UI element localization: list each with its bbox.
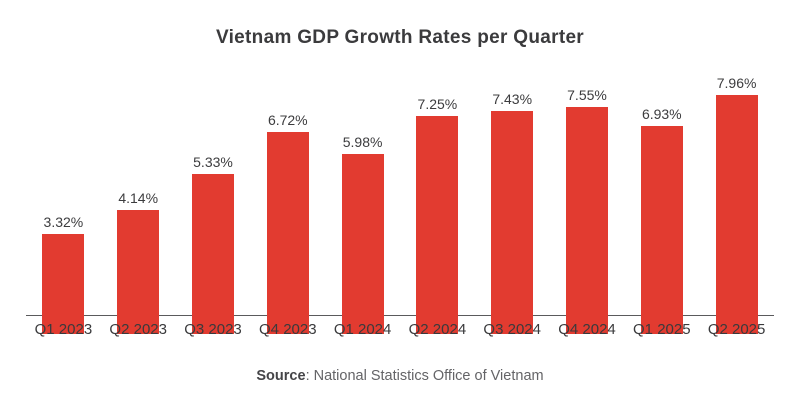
bar (715, 95, 758, 334)
x-axis-line (26, 315, 774, 316)
bar-column: 7.96% (699, 75, 774, 334)
bar-column: 3.32% (26, 75, 101, 334)
bar (491, 110, 534, 334)
bar-column: 7.43% (475, 75, 550, 334)
bar-column: 4.14% (101, 75, 176, 334)
x-axis-labels: Q1 2023 Q2 2023 Q3 2023 Q4 2023 Q1 2024 Q2 20… (26, 316, 774, 338)
bar (565, 107, 608, 334)
x-axis-label: Q1 2025 (633, 321, 691, 338)
bar (42, 234, 85, 334)
bar-value-label: 5.98% (342, 134, 383, 151)
x-axis-label: Q2 2023 (109, 321, 167, 338)
source-label: Source (256, 368, 306, 384)
bar-value-label: 5.33% (193, 153, 233, 170)
bar (416, 116, 459, 334)
x-axis-label: Q3 2024 (483, 321, 541, 338)
bar-column: 5.33% (176, 75, 251, 334)
x-axis-label: Q1 2023 (34, 321, 93, 338)
bar-value-label: 7.43% (492, 90, 533, 107)
x-axis-label: Q1 2024 (333, 321, 392, 338)
plot-area: 3.32% 4.14% 5.33% 6.72% 5.98% 7.25% 7.43% 7.55%… (26, 75, 774, 334)
bar (117, 209, 160, 334)
x-axis-label: Q4 2023 (259, 321, 317, 338)
x-axis-label: Q3 2023 (184, 321, 242, 338)
bar-value-label: 3.32% (43, 214, 84, 231)
x-axis-label: Q4 2024 (558, 321, 616, 338)
source-caption: Source: National Statistics Office of Vi… (0, 368, 800, 384)
bar-value-label: 7.55% (567, 87, 607, 104)
bar (266, 132, 309, 334)
bar-column: 7.25% (400, 75, 475, 334)
bar-chart: 3.32% 4.14% 5.33% 6.72% 5.98% 7.25% 7.43% 7.55%… (26, 75, 774, 338)
x-axis-label: Q2 2024 (408, 321, 467, 338)
bar (640, 125, 683, 334)
bar-value-label: 7.96% (716, 75, 757, 91)
chart-title: Vietnam GDP Growth Rates per Quarter (215, 27, 585, 48)
source-text: : National Statistics Office of Vietnam (305, 368, 544, 384)
x-axis-label: Q2 2025 (707, 321, 766, 338)
bar (341, 154, 384, 334)
bar-value-label: 4.14% (118, 189, 159, 206)
bar (191, 173, 234, 334)
bar-value-label: 6.72% (267, 112, 308, 129)
bar-column: 5.98% (325, 75, 400, 334)
bar-column: 7.55% (550, 75, 625, 334)
bar-column: 6.93% (624, 75, 699, 334)
bar-column: 6.72% (250, 75, 325, 334)
bar-value-label: 7.25% (417, 96, 458, 113)
bar-value-label: 6.93% (641, 105, 682, 122)
